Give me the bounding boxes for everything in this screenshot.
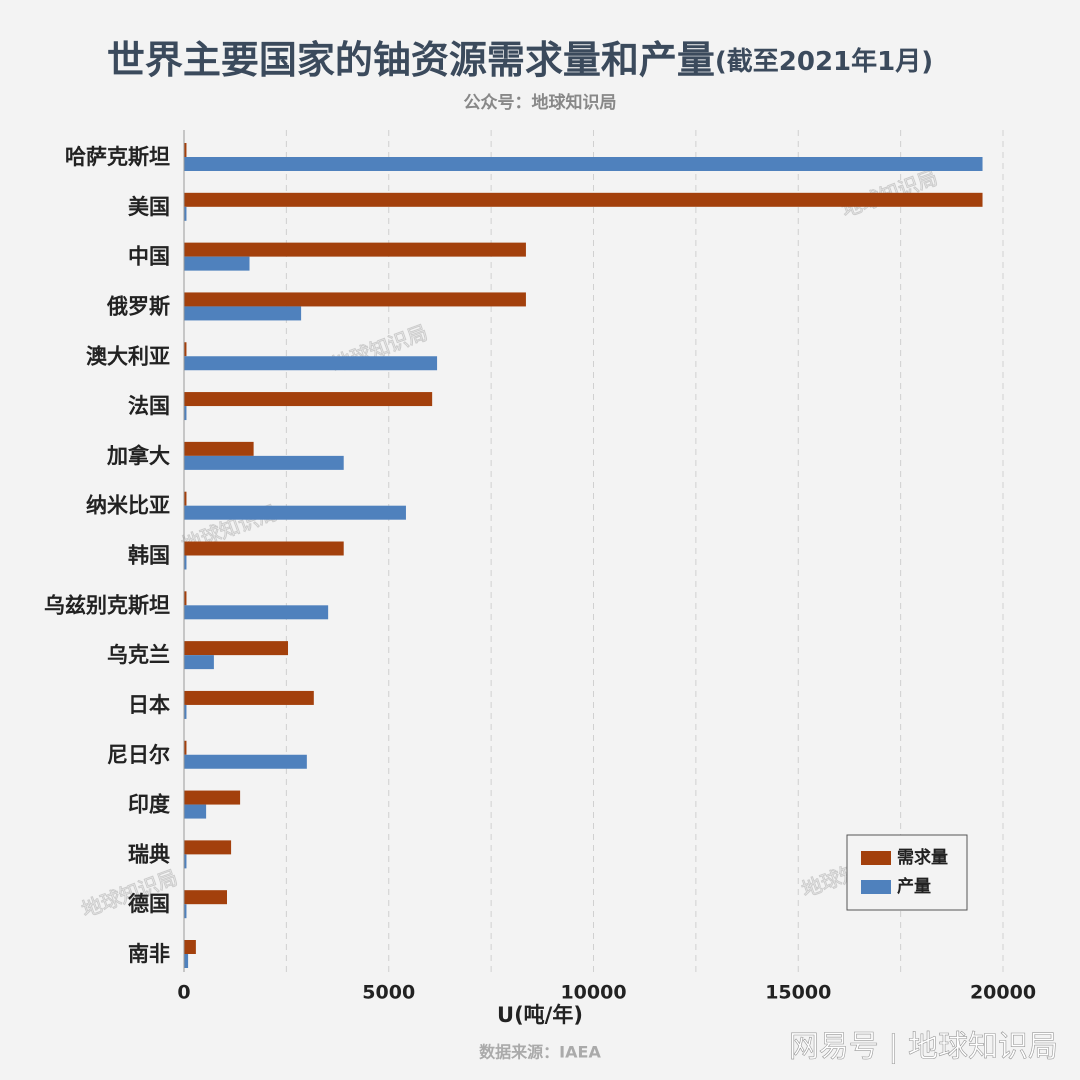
bar bbox=[184, 605, 329, 620]
y-tick-label: 纳米比亚 bbox=[86, 494, 170, 518]
bar bbox=[184, 790, 241, 805]
y-tick-label: 乌克兰 bbox=[107, 643, 170, 667]
legend-box bbox=[846, 834, 968, 911]
x-tick-label: 15000 bbox=[765, 982, 831, 1004]
y-tick-label: 俄罗斯 bbox=[106, 294, 170, 318]
bar bbox=[184, 406, 187, 421]
bar bbox=[184, 904, 187, 919]
brand: 网易号 | 地球知识局 bbox=[789, 1030, 1058, 1065]
legend-swatch bbox=[861, 880, 891, 894]
x-tick-label: 20000 bbox=[970, 982, 1036, 1004]
y-tick-label: 尼日尔 bbox=[107, 743, 170, 767]
y-tick-label: 澳大利亚 bbox=[86, 344, 170, 368]
y-tick-label: 印度 bbox=[128, 793, 170, 817]
y-tick-label: 美国 bbox=[128, 195, 170, 219]
legend-label: 产量 bbox=[897, 876, 931, 897]
bar bbox=[184, 840, 232, 855]
bar bbox=[184, 356, 438, 371]
bar bbox=[184, 192, 983, 207]
x-tick-label: 10000 bbox=[560, 982, 626, 1004]
bar bbox=[184, 256, 250, 271]
bar bbox=[184, 940, 196, 954]
bar bbox=[184, 591, 187, 606]
y-tick-label: 日本 bbox=[128, 693, 170, 717]
bar bbox=[184, 441, 254, 456]
bar bbox=[184, 740, 187, 755]
title-main: 世界主要国家的铀资源需求量和产量 bbox=[107, 38, 715, 82]
y-tick-label: 法国 bbox=[128, 394, 170, 418]
y-tick-label: 韩国 bbox=[128, 544, 170, 568]
bar bbox=[184, 954, 189, 968]
y-tick-label: 南非 bbox=[128, 942, 170, 966]
legend-label: 需求量 bbox=[897, 847, 948, 868]
bar bbox=[184, 491, 187, 506]
bar bbox=[184, 292, 526, 307]
bar bbox=[184, 555, 187, 570]
x-axis-label: U(吨/年) bbox=[497, 1003, 583, 1027]
bar bbox=[184, 804, 207, 819]
legend-swatch bbox=[861, 851, 891, 865]
y-tick-label: 中国 bbox=[128, 245, 170, 269]
bar bbox=[184, 690, 314, 705]
bar bbox=[184, 754, 307, 769]
bar bbox=[184, 505, 406, 520]
y-tick-label: 乌兹别克斯坦 bbox=[44, 593, 170, 617]
title-note: (截至2021年1月) bbox=[715, 46, 933, 77]
x-tick-label: 5000 bbox=[362, 982, 415, 1004]
bar bbox=[184, 455, 344, 470]
chart-title: 世界主要国家的铀资源需求量和产量(截至2021年1月) bbox=[107, 38, 933, 82]
y-tick-label: 德国 bbox=[128, 892, 170, 916]
bar bbox=[184, 306, 302, 321]
x-tick-label: 0 bbox=[177, 982, 190, 1004]
bar bbox=[184, 242, 526, 257]
bar bbox=[184, 541, 344, 556]
y-tick-label: 加拿大 bbox=[106, 444, 170, 468]
y-tick-label: 瑞典 bbox=[128, 842, 170, 866]
source: 数据来源：IAEA bbox=[479, 1043, 601, 1062]
bar bbox=[184, 890, 227, 905]
bar bbox=[184, 157, 983, 171]
bar bbox=[184, 704, 187, 719]
y-tick-label: 哈萨克斯坦 bbox=[65, 145, 170, 169]
bar bbox=[184, 655, 214, 670]
subtitle: 公众号：地球知识局 bbox=[464, 92, 617, 113]
bar bbox=[184, 641, 289, 656]
bar bbox=[184, 854, 187, 869]
bar bbox=[184, 206, 187, 221]
bar bbox=[184, 342, 187, 357]
bar bbox=[184, 143, 187, 157]
bar bbox=[184, 392, 433, 407]
